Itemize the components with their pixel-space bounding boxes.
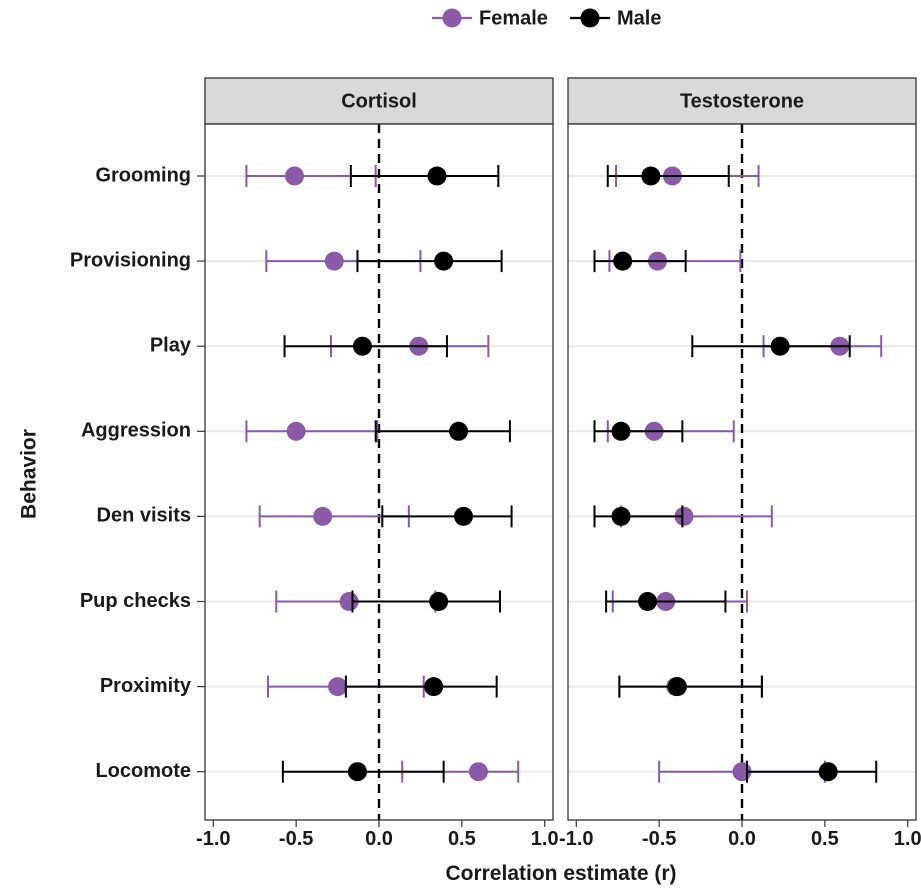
point-male-play <box>352 336 372 356</box>
x-tick-label: 0.5 <box>811 828 839 850</box>
point-male-provisioning <box>434 251 454 271</box>
point-female-den-visits <box>313 506 333 526</box>
legend: Female Male <box>432 7 661 29</box>
strip-testosterone <box>567 77 917 125</box>
point-female-locomote <box>468 762 488 782</box>
errorbar-male-den-visits <box>381 505 513 528</box>
point-male-proximity <box>424 677 444 697</box>
y-tick-label-proximity: Proximity <box>100 675 192 697</box>
point-male-grooming <box>641 166 661 186</box>
y-axis-label: Behavior <box>18 429 41 519</box>
x-tick-label: 1.0 <box>894 828 921 850</box>
legend-key-point <box>580 8 600 28</box>
point-male-aggression <box>449 421 469 441</box>
strip-label-cortisol: Cortisol <box>341 90 417 112</box>
x-tick-label: 0.0 <box>365 828 393 850</box>
errorbar-male-grooming <box>606 165 730 187</box>
errorbar-male-provisioning <box>356 250 503 273</box>
point-female-provisioning <box>324 251 344 271</box>
panel-testosterone: Testosterone -1.0 -0.5 0.0 0.5 1.0 <box>559 77 921 850</box>
errorbar-male-aggression <box>374 420 511 443</box>
x-tick-label: 1.0 <box>531 828 559 850</box>
errorbar-male-pup-checks <box>605 590 727 613</box>
point-male-provisioning <box>613 251 633 271</box>
y-tick-label-pup-checks: Pup checks <box>80 590 191 612</box>
x-tick-label: -1.0 <box>559 828 593 850</box>
errorbar-male-den-visits <box>593 505 684 528</box>
errorbar-male-proximity <box>618 675 763 698</box>
x-tick-label: -0.5 <box>642 828 676 850</box>
y-tick-label-provisioning: Provisioning <box>70 249 191 271</box>
legend-label-female: Female <box>479 7 548 29</box>
point-male-proximity <box>667 677 687 697</box>
y-category-labels: Grooming Provisioning Play Aggression Den vi… <box>70 164 205 782</box>
point-male-pup-checks <box>638 592 658 611</box>
point-female-proximity <box>328 677 348 697</box>
point-male-locomote <box>818 762 838 782</box>
y-tick-label-locomote: Locomote <box>95 760 191 782</box>
point-male-grooming <box>427 166 447 186</box>
point-female-aggression <box>286 421 306 441</box>
legend-item-female: Female <box>432 7 548 29</box>
errorbar-male-aggression <box>593 420 684 443</box>
y-tick-label-grooming: Grooming <box>95 164 191 186</box>
errorbar-male-grooming <box>349 165 500 187</box>
errorbar-male-proximity <box>344 675 498 698</box>
x-tick-label: -0.5 <box>279 828 313 850</box>
point-male-den-visits <box>454 506 474 526</box>
point-male-locomote <box>347 762 367 782</box>
point-male-den-visits <box>611 506 631 526</box>
point-female-pup-checks <box>339 592 359 611</box>
point-male-aggression <box>611 421 631 441</box>
errorbar-male-locomote <box>745 760 878 783</box>
point-female-grooming <box>284 166 304 186</box>
y-tick-label-play: Play <box>150 334 192 356</box>
x-tick-label: -1.0 <box>196 828 230 850</box>
point-male-play <box>770 336 790 356</box>
point-female-den-visits <box>674 506 694 526</box>
errorbar-male-provisioning <box>593 250 687 273</box>
x-tick-label: 0.0 <box>728 828 756 850</box>
x-tick-label: 0.5 <box>448 828 476 850</box>
legend-label-male: Male <box>617 7 661 29</box>
y-tick-label-den-visits: Den visits <box>97 505 191 527</box>
point-male-pup-checks <box>429 592 449 611</box>
x-axis-label: Correlation estimate (r) <box>445 862 676 885</box>
legend-key-point <box>442 8 462 28</box>
errorbar-male-pup-checks <box>351 590 501 613</box>
y-tick-label-aggression: Aggression <box>81 420 191 442</box>
strip-label-testosterone: Testosterone <box>680 90 804 112</box>
panel-cortisol: Cortisol -1.0 -0.5 0.0 0.5 1.0 <box>196 77 559 850</box>
panels: Cortisol -1.0 -0.5 0.0 0.5 1.0 Testosterone -1.… <box>196 77 921 850</box>
strip-cortisol <box>204 77 554 125</box>
legend-item-male: Male <box>570 7 661 29</box>
